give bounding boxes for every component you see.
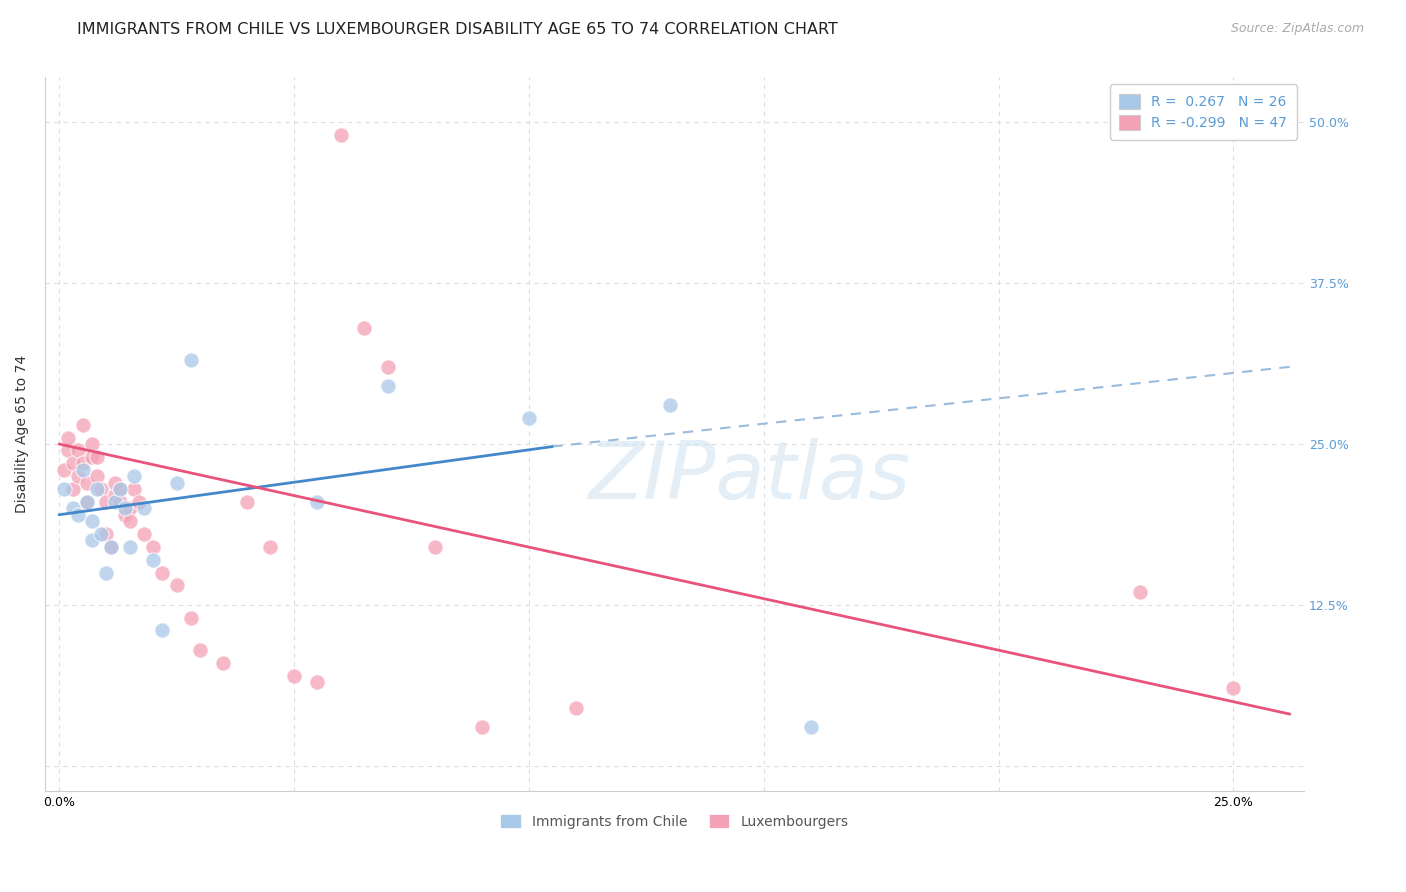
Point: [100, 540, 122, 554]
Text: ZIPatlas: ZIPatlas: [589, 438, 911, 516]
Point: [166, 475, 188, 490]
Point: [259, 540, 281, 554]
Point: [114, 508, 136, 522]
Point: [108, 482, 131, 496]
Point: [94, 495, 117, 509]
Text: IMMIGRANTS FROM CHILE VS LUXEMBOURGER DISABILITY AGE 65 TO 74 CORRELATION CHART: IMMIGRANTS FROM CHILE VS LUXEMBOURGER DI…: [77, 22, 838, 37]
Point: [188, 642, 211, 657]
Point: [122, 482, 145, 496]
Point: [118, 501, 141, 516]
Point: [80, 437, 103, 451]
Point: [128, 495, 150, 509]
Point: [72, 463, 94, 477]
Point: [118, 514, 141, 528]
Point: [180, 610, 202, 624]
Point: [1222, 681, 1244, 696]
Point: [565, 700, 588, 714]
Point: [1128, 585, 1150, 599]
Point: [66, 443, 89, 458]
Point: [180, 353, 202, 368]
Point: [132, 501, 155, 516]
Point: [80, 450, 103, 464]
Point: [152, 624, 174, 638]
Point: [800, 720, 823, 734]
Point: [72, 456, 94, 470]
Point: [142, 540, 165, 554]
Point: [132, 527, 155, 541]
Point: [104, 475, 127, 490]
Point: [94, 566, 117, 580]
Point: [283, 668, 305, 682]
Point: [52, 463, 75, 477]
Point: [72, 417, 94, 432]
Point: [86, 482, 108, 496]
Point: [212, 656, 235, 670]
Point: [76, 495, 98, 509]
Point: [86, 469, 108, 483]
Point: [100, 540, 122, 554]
Point: [377, 379, 399, 393]
Point: [236, 495, 259, 509]
Point: [152, 566, 174, 580]
Point: [66, 508, 89, 522]
Point: [94, 527, 117, 541]
Point: [62, 456, 84, 470]
Point: [104, 495, 127, 509]
Point: [307, 675, 329, 690]
Point: [52, 482, 75, 496]
Point: [122, 469, 145, 483]
Point: [423, 540, 446, 554]
Point: [329, 128, 352, 143]
Point: [62, 501, 84, 516]
Point: [76, 475, 98, 490]
Point: [80, 533, 103, 548]
Point: [104, 488, 127, 502]
Point: [377, 359, 399, 374]
Point: [658, 398, 681, 412]
Point: [142, 553, 165, 567]
Point: [108, 495, 131, 509]
Point: [307, 495, 329, 509]
Point: [108, 482, 131, 496]
Point: [114, 501, 136, 516]
Point: [62, 482, 84, 496]
Point: [118, 540, 141, 554]
Point: [353, 321, 375, 335]
Point: [66, 469, 89, 483]
Legend: Immigrants from Chile, Luxembourgers: Immigrants from Chile, Luxembourgers: [495, 808, 853, 834]
Point: [90, 482, 112, 496]
Point: [166, 578, 188, 592]
Point: [517, 411, 540, 425]
Point: [471, 720, 494, 734]
Point: [58, 443, 80, 458]
Point: [76, 495, 98, 509]
Y-axis label: Disability Age 65 to 74: Disability Age 65 to 74: [15, 355, 30, 514]
Point: [86, 450, 108, 464]
Point: [80, 514, 103, 528]
Point: [58, 431, 80, 445]
Text: Source: ZipAtlas.com: Source: ZipAtlas.com: [1230, 22, 1364, 36]
Point: [90, 527, 112, 541]
